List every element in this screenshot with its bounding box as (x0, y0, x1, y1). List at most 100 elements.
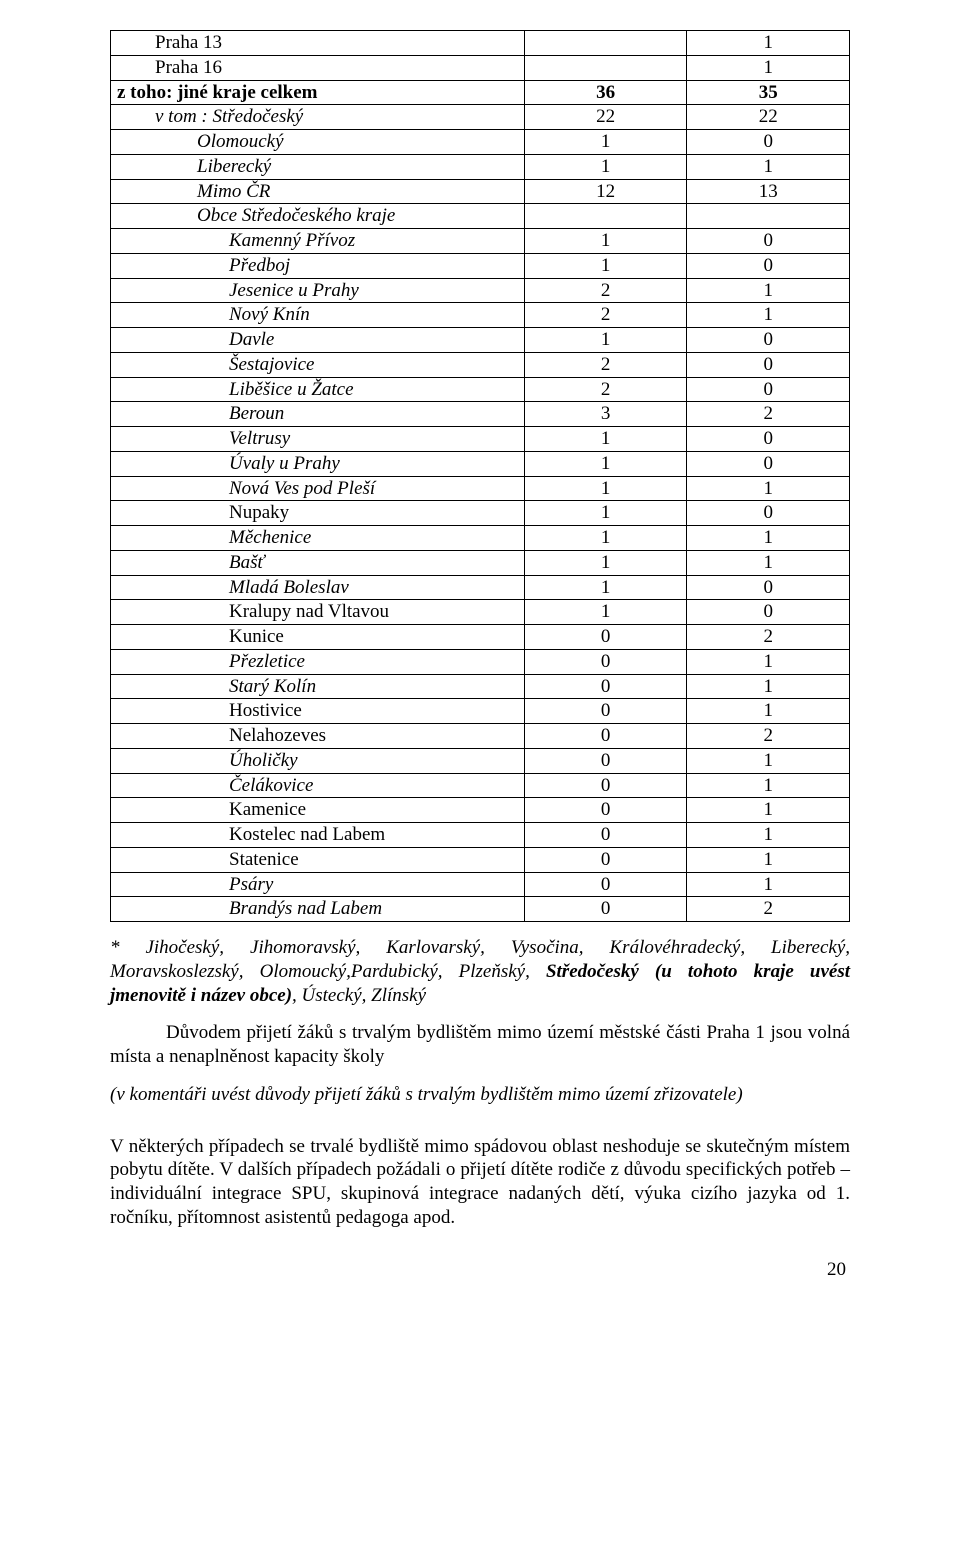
row-value-2: 0 (687, 575, 850, 600)
table-row: Veltrusy10 (111, 427, 850, 452)
row-label: Kunice (117, 626, 284, 647)
row-value-1: 0 (524, 649, 687, 674)
table-row: Nová Ves pod Pleší11 (111, 476, 850, 501)
table-row: Mladá Boleslav10 (111, 575, 850, 600)
row-label-cell: Liberecký (111, 154, 525, 179)
page-number: 20 (110, 1258, 850, 1282)
row-value-2: 2 (687, 724, 850, 749)
row-value-2: 2 (687, 402, 850, 427)
table-row: Úholičky01 (111, 748, 850, 773)
row-label: Liberecký (117, 156, 271, 177)
row-label: Beroun (117, 403, 284, 424)
row-label: Mimo ČR (117, 181, 270, 202)
row-value-2: 1 (687, 872, 850, 897)
table-row: Statenice 01 (111, 847, 850, 872)
row-label-cell: Úvaly u Prahy (111, 451, 525, 476)
row-value-2: 2 (687, 897, 850, 922)
row-value-1: 0 (524, 773, 687, 798)
table-row: Starý Kolín01 (111, 674, 850, 699)
row-label: Mladá Boleslav (117, 577, 349, 598)
footnote-suffix: , Ústecký, Zlínský (292, 985, 426, 1006)
row-label: Nový Knín (117, 304, 310, 325)
table-row: Beroun32 (111, 402, 850, 427)
row-value-2: 0 (687, 377, 850, 402)
row-value-2: 1 (687, 55, 850, 80)
row-value-1: 0 (524, 625, 687, 650)
row-value-2: 1 (687, 748, 850, 773)
row-value-1: 1 (524, 130, 687, 155)
row-value-2: 0 (687, 501, 850, 526)
paragraph-cases-text: V některých případech se trvalé bydliště… (110, 1136, 850, 1228)
row-label: Kamenice (117, 799, 306, 820)
row-value-2: 1 (687, 649, 850, 674)
table-row: Praha 161 (111, 55, 850, 80)
row-value-1: 36 (524, 80, 687, 105)
row-label-cell: Kostelec nad Labem (111, 823, 525, 848)
row-label: Předboj (117, 255, 290, 276)
table-row: Psáry01 (111, 872, 850, 897)
row-label: Kamenný Přívoz (117, 230, 355, 251)
table-row: Čelákovice 01 (111, 773, 850, 798)
row-label-cell: Kamenice (111, 798, 525, 823)
row-value-2: 1 (687, 773, 850, 798)
row-value-1: 0 (524, 699, 687, 724)
table-row: Kamenice01 (111, 798, 850, 823)
row-label-cell: Kamenný Přívoz (111, 229, 525, 254)
row-value-1: 0 (524, 872, 687, 897)
row-value-1: 1 (524, 229, 687, 254)
row-label: Starý Kolín (117, 676, 316, 697)
row-value-1 (524, 55, 687, 80)
row-value-2: 1 (687, 550, 850, 575)
row-label: Čelákovice (117, 775, 313, 796)
row-label-cell: Starý Kolín (111, 674, 525, 699)
row-value-2: 2 (687, 625, 850, 650)
row-label: Nová Ves pod Pleší (117, 478, 375, 499)
row-value-1 (524, 31, 687, 56)
row-label-cell: Nelahozeves (111, 724, 525, 749)
row-label: Nupaky (117, 502, 289, 523)
row-label-cell: Šestajovice (111, 352, 525, 377)
row-label: Olomoucký (117, 131, 284, 152)
row-value-2: 1 (687, 31, 850, 56)
row-label: Kostelec nad Labem (117, 824, 385, 845)
row-value-1: 1 (524, 154, 687, 179)
row-label: Úvaly u Prahy (117, 453, 340, 474)
table-row: Davle10 (111, 328, 850, 353)
row-value-1: 1 (524, 427, 687, 452)
paragraph-reason: Důvodem přijetí žáků s trvalým bydlištěm… (110, 1021, 850, 1069)
row-label: Hostivice (117, 700, 302, 721)
table-row: Obce Středočeského kraje (111, 204, 850, 229)
row-value-2: 0 (687, 130, 850, 155)
table-row: Nupaky10 (111, 501, 850, 526)
row-value-2: 0 (687, 328, 850, 353)
row-value-2: 1 (687, 798, 850, 823)
row-label: v tom : Středočeský (117, 106, 303, 127)
row-value-1: 0 (524, 847, 687, 872)
row-label: z toho: jiné kraje celkem (117, 82, 318, 103)
paragraph-reason-text: Důvodem přijetí žáků s trvalým bydlištěm… (110, 1022, 850, 1067)
row-value-2: 1 (687, 847, 850, 872)
row-label-cell: Davle (111, 328, 525, 353)
row-value-1: 12 (524, 179, 687, 204)
row-label-cell: Statenice (111, 847, 525, 872)
table-row: Přezletice01 (111, 649, 850, 674)
table-row: Liberecký11 (111, 154, 850, 179)
row-label: Šestajovice (117, 354, 314, 375)
row-value-1: 0 (524, 823, 687, 848)
row-value-1: 2 (524, 377, 687, 402)
row-value-1: 1 (524, 550, 687, 575)
row-label-cell: Přezletice (111, 649, 525, 674)
row-value-2: 1 (687, 674, 850, 699)
table-row: Hostivice01 (111, 699, 850, 724)
row-label-cell: Brandýs nad Labem (111, 897, 525, 922)
row-value-1: 2 (524, 303, 687, 328)
row-value-1: 1 (524, 600, 687, 625)
row-label-cell: Hostivice (111, 699, 525, 724)
row-label-cell: Nová Ves pod Pleší (111, 476, 525, 501)
row-value-1: 0 (524, 724, 687, 749)
row-label: Nelahozeves (117, 725, 326, 746)
row-label-cell: Mimo ČR (111, 179, 525, 204)
row-value-2: 0 (687, 427, 850, 452)
row-label: Statenice (117, 849, 299, 870)
row-label: Praha 13 (117, 32, 222, 53)
